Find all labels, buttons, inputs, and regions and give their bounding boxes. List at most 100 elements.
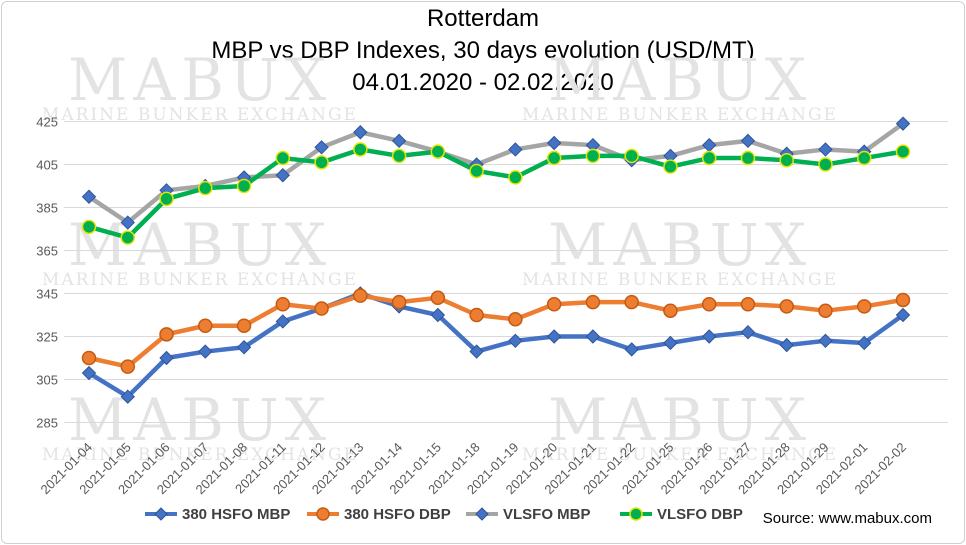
data-point xyxy=(120,230,136,245)
y-tick-label: 365 xyxy=(36,244,58,259)
y-axis: 285 305 325 345 365 385 405 425 xyxy=(36,115,58,431)
y-tick-label: 385 xyxy=(36,201,58,216)
data-point xyxy=(508,142,523,157)
series-line xyxy=(86,291,906,399)
data-point xyxy=(740,133,756,149)
data-point xyxy=(120,359,136,374)
y-tick-label: 325 xyxy=(36,330,58,345)
data-point xyxy=(81,350,97,366)
y-tick-label: 285 xyxy=(36,416,58,431)
data-point xyxy=(353,142,368,157)
data-point xyxy=(895,292,911,308)
data-point xyxy=(585,148,601,164)
data-point xyxy=(314,155,329,170)
watermark-brand: MABUX xyxy=(68,386,332,454)
data-point xyxy=(663,159,678,174)
series-vlsfo-dbp xyxy=(81,142,911,245)
data-point xyxy=(818,303,833,318)
data-point xyxy=(857,335,872,351)
data-point xyxy=(546,297,562,312)
y-tick-label: 345 xyxy=(36,287,58,302)
legend-label: 380 HSFO DBP xyxy=(344,506,451,523)
data-point xyxy=(198,318,213,333)
data-point xyxy=(314,140,329,155)
data-point xyxy=(430,290,446,306)
x-axis: 2021-01-042021-01-052021-01-062021-01-07… xyxy=(37,440,909,498)
data-point xyxy=(391,133,407,149)
data-point xyxy=(314,301,329,316)
watermark-brand: MABUX xyxy=(68,46,332,114)
data-point xyxy=(353,125,368,140)
data-point xyxy=(856,150,872,166)
data-point xyxy=(120,215,135,230)
data-point xyxy=(895,116,911,131)
y-tick-label: 425 xyxy=(36,115,58,130)
data-point xyxy=(316,507,330,521)
data-point xyxy=(895,144,911,159)
watermark-tagline: MARINE BUNKER EXCHANGE xyxy=(522,105,838,125)
data-point xyxy=(779,337,794,353)
watermark-tagline: MARINE BUNKER EXCHANGE xyxy=(42,105,358,125)
data-point xyxy=(353,288,368,303)
data-point xyxy=(391,148,407,164)
series-line xyxy=(86,121,906,225)
data-point xyxy=(895,307,911,323)
data-point xyxy=(818,157,833,172)
data-point xyxy=(275,168,291,183)
series-group xyxy=(81,116,911,404)
data-point xyxy=(236,340,252,355)
legend-label: 380 HSFO MBP xyxy=(182,506,290,523)
data-point xyxy=(469,163,484,179)
data-point xyxy=(663,335,678,351)
data-point xyxy=(275,314,291,329)
data-point xyxy=(81,365,97,381)
watermark-brand: MABUX xyxy=(68,211,332,279)
data-point xyxy=(701,329,717,344)
series-380-hsfo-dbp xyxy=(81,288,911,374)
data-point xyxy=(275,150,291,166)
data-point xyxy=(81,219,97,235)
data-point xyxy=(236,178,252,194)
data-point xyxy=(624,342,639,357)
data-point xyxy=(624,148,639,164)
data-point xyxy=(701,137,717,153)
watermark-brand: MABUX xyxy=(548,46,812,114)
source-note: Source: www.mabux.com xyxy=(762,510,932,527)
y-tick-label: 305 xyxy=(36,373,58,388)
data-point xyxy=(430,144,446,159)
data-point xyxy=(508,333,523,349)
legend-label: VLSFO DBP xyxy=(657,506,743,523)
legend: 380 HSFO MBP 380 HSFO DBP VLSFO MBP VLSFO D… xyxy=(145,506,743,523)
data-point xyxy=(198,344,213,359)
data-point xyxy=(508,312,523,327)
series-line xyxy=(86,147,906,240)
data-point xyxy=(818,142,833,157)
data-point xyxy=(663,303,678,318)
data-point xyxy=(779,152,794,168)
data-point xyxy=(391,294,407,310)
y-tick-label: 405 xyxy=(36,158,58,173)
data-point xyxy=(740,324,756,340)
watermark-tagline: MARINE BUNKER EXCHANGE xyxy=(42,445,358,465)
data-point xyxy=(701,297,717,312)
data-point xyxy=(159,191,174,207)
data-point xyxy=(546,150,562,166)
data-point xyxy=(740,297,756,312)
data-point xyxy=(779,299,794,314)
legend-item: VLSFO DBP xyxy=(620,506,743,523)
data-point xyxy=(469,307,484,323)
data-point xyxy=(546,329,562,344)
legend-item: 380 HSFO DBP xyxy=(307,506,451,523)
chart-subtitle: MBP vs DBP Indexes, 30 days evolution (U… xyxy=(211,37,755,64)
data-point xyxy=(120,389,135,404)
data-point xyxy=(430,307,446,323)
data-point xyxy=(198,180,213,196)
data-point xyxy=(740,150,756,166)
data-point xyxy=(469,344,484,359)
data-point xyxy=(275,297,291,312)
watermark-tagline: MARINE BUNKER EXCHANGE xyxy=(42,270,358,290)
data-point xyxy=(508,170,523,185)
